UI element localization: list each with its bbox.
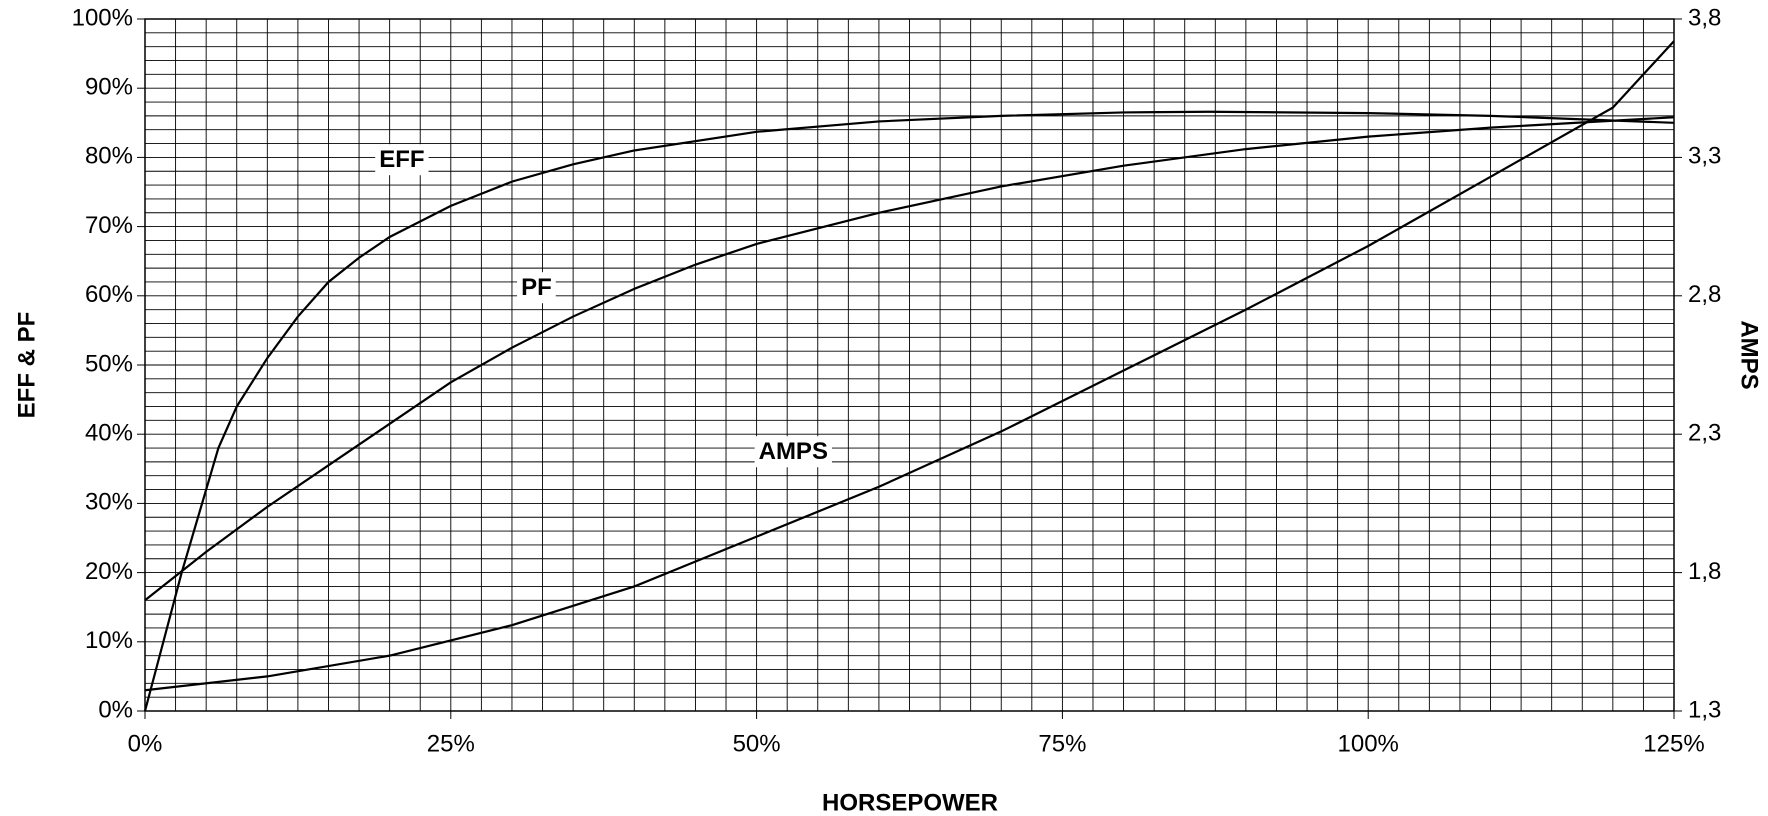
x-tick-label: 125% [1643, 730, 1704, 757]
series-label-bg [517, 272, 556, 304]
series-label: EFF [379, 146, 424, 173]
x-tick-label: 50% [733, 730, 781, 757]
y2-axis-title: AMPS [1736, 320, 1763, 389]
line-series [143, 110, 1675, 712]
y-tick-label: 90% [85, 74, 133, 101]
y-tick-label: 80% [85, 143, 133, 170]
y2-tick-label: 2,3 [1688, 420, 1721, 447]
y2-tick-label: 3,3 [1688, 143, 1721, 170]
y-tick-label: 20% [85, 558, 133, 585]
line-series [144, 40, 1675, 692]
y-tick-label: 40% [85, 420, 133, 447]
series-label: PF [521, 274, 552, 301]
x-tick-label: 75% [1038, 730, 1086, 757]
y-tick-label: 100% [72, 4, 133, 31]
x-tick-label: 0% [128, 730, 163, 757]
y-tick-label: 70% [85, 212, 133, 239]
y2-tick-label: 2,8 [1688, 281, 1721, 308]
y2-tick-label: 1,8 [1688, 558, 1721, 585]
y-tick-label: 50% [85, 350, 133, 377]
x-tick-label: 25% [427, 730, 475, 757]
y-axis-title: EFF & PF [13, 312, 40, 419]
series-label-bg [375, 144, 429, 176]
line-series [144, 116, 1675, 602]
y2-tick-label: 1,3 [1688, 696, 1721, 723]
series-label: AMPS [759, 438, 828, 465]
x-axis-title: HORSEPOWER [822, 789, 998, 816]
y2-tick-label: 3,8 [1688, 4, 1721, 31]
y-tick-label: 30% [85, 489, 133, 516]
x-tick-label: 100% [1338, 730, 1399, 757]
y-tick-label: 0% [98, 696, 133, 723]
y-tick-label: 60% [85, 281, 133, 308]
series-label-bg [754, 436, 832, 468]
y-tick-label: 10% [85, 627, 133, 654]
